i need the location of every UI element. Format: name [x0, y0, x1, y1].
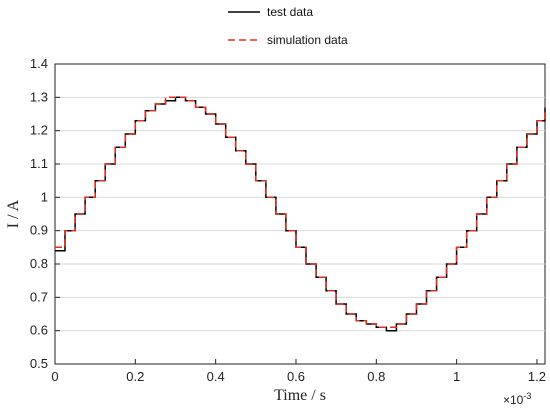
- y-tick-label: 1: [41, 189, 48, 204]
- series-line-simulation-data: [55, 96, 546, 329]
- x-tick-label: 0.2: [126, 369, 144, 384]
- y-axis-title: I / A: [5, 199, 22, 228]
- x-tick-label: 0.6: [287, 369, 305, 384]
- y-tick-label: 0.6: [30, 323, 48, 338]
- legend: test data simulation data: [228, 5, 348, 47]
- x-axis-exponent: ×10-3: [503, 391, 531, 407]
- legend-label-simulation-data: simulation data: [267, 33, 348, 47]
- y-axis-ticks: 0.5 0.6 0.7 0.8 0.9 1 1.1 1.2 1.3 1.4: [30, 56, 60, 371]
- x-axis-title: Time / s: [274, 387, 326, 404]
- y-tick-label: 1.1: [30, 156, 48, 171]
- x-tick-label: 0.8: [367, 369, 385, 384]
- x-axis-ticks: 0 0.2 0.4 0.6 0.8 1 1.2: [51, 359, 546, 384]
- series-layer: [55, 96, 546, 332]
- y-tick-label: 0.7: [30, 289, 48, 304]
- x-tick-label: 1: [453, 369, 460, 384]
- series-line-test-data: [55, 96, 546, 332]
- y-tick-label: 0.8: [30, 256, 48, 271]
- y-tick-label: 1.4: [30, 56, 48, 71]
- x-tick-label: 0: [51, 369, 58, 384]
- grid-lines: [55, 96, 545, 332]
- y-tick-label: 1.2: [30, 123, 48, 138]
- x-axis-exponent-power: -3: [523, 391, 531, 401]
- plot-area: [54, 63, 546, 365]
- y-tick-label: 0.9: [30, 223, 48, 238]
- x-tick-label: 1.2: [528, 369, 546, 384]
- y-tick-label: 0.5: [30, 356, 48, 371]
- legend-label-test-data: test data: [267, 5, 313, 19]
- x-axis-exponent-base: ×10: [503, 393, 524, 407]
- x-tick-label: 0.4: [207, 369, 225, 384]
- y-tick-label: 1.3: [30, 89, 48, 104]
